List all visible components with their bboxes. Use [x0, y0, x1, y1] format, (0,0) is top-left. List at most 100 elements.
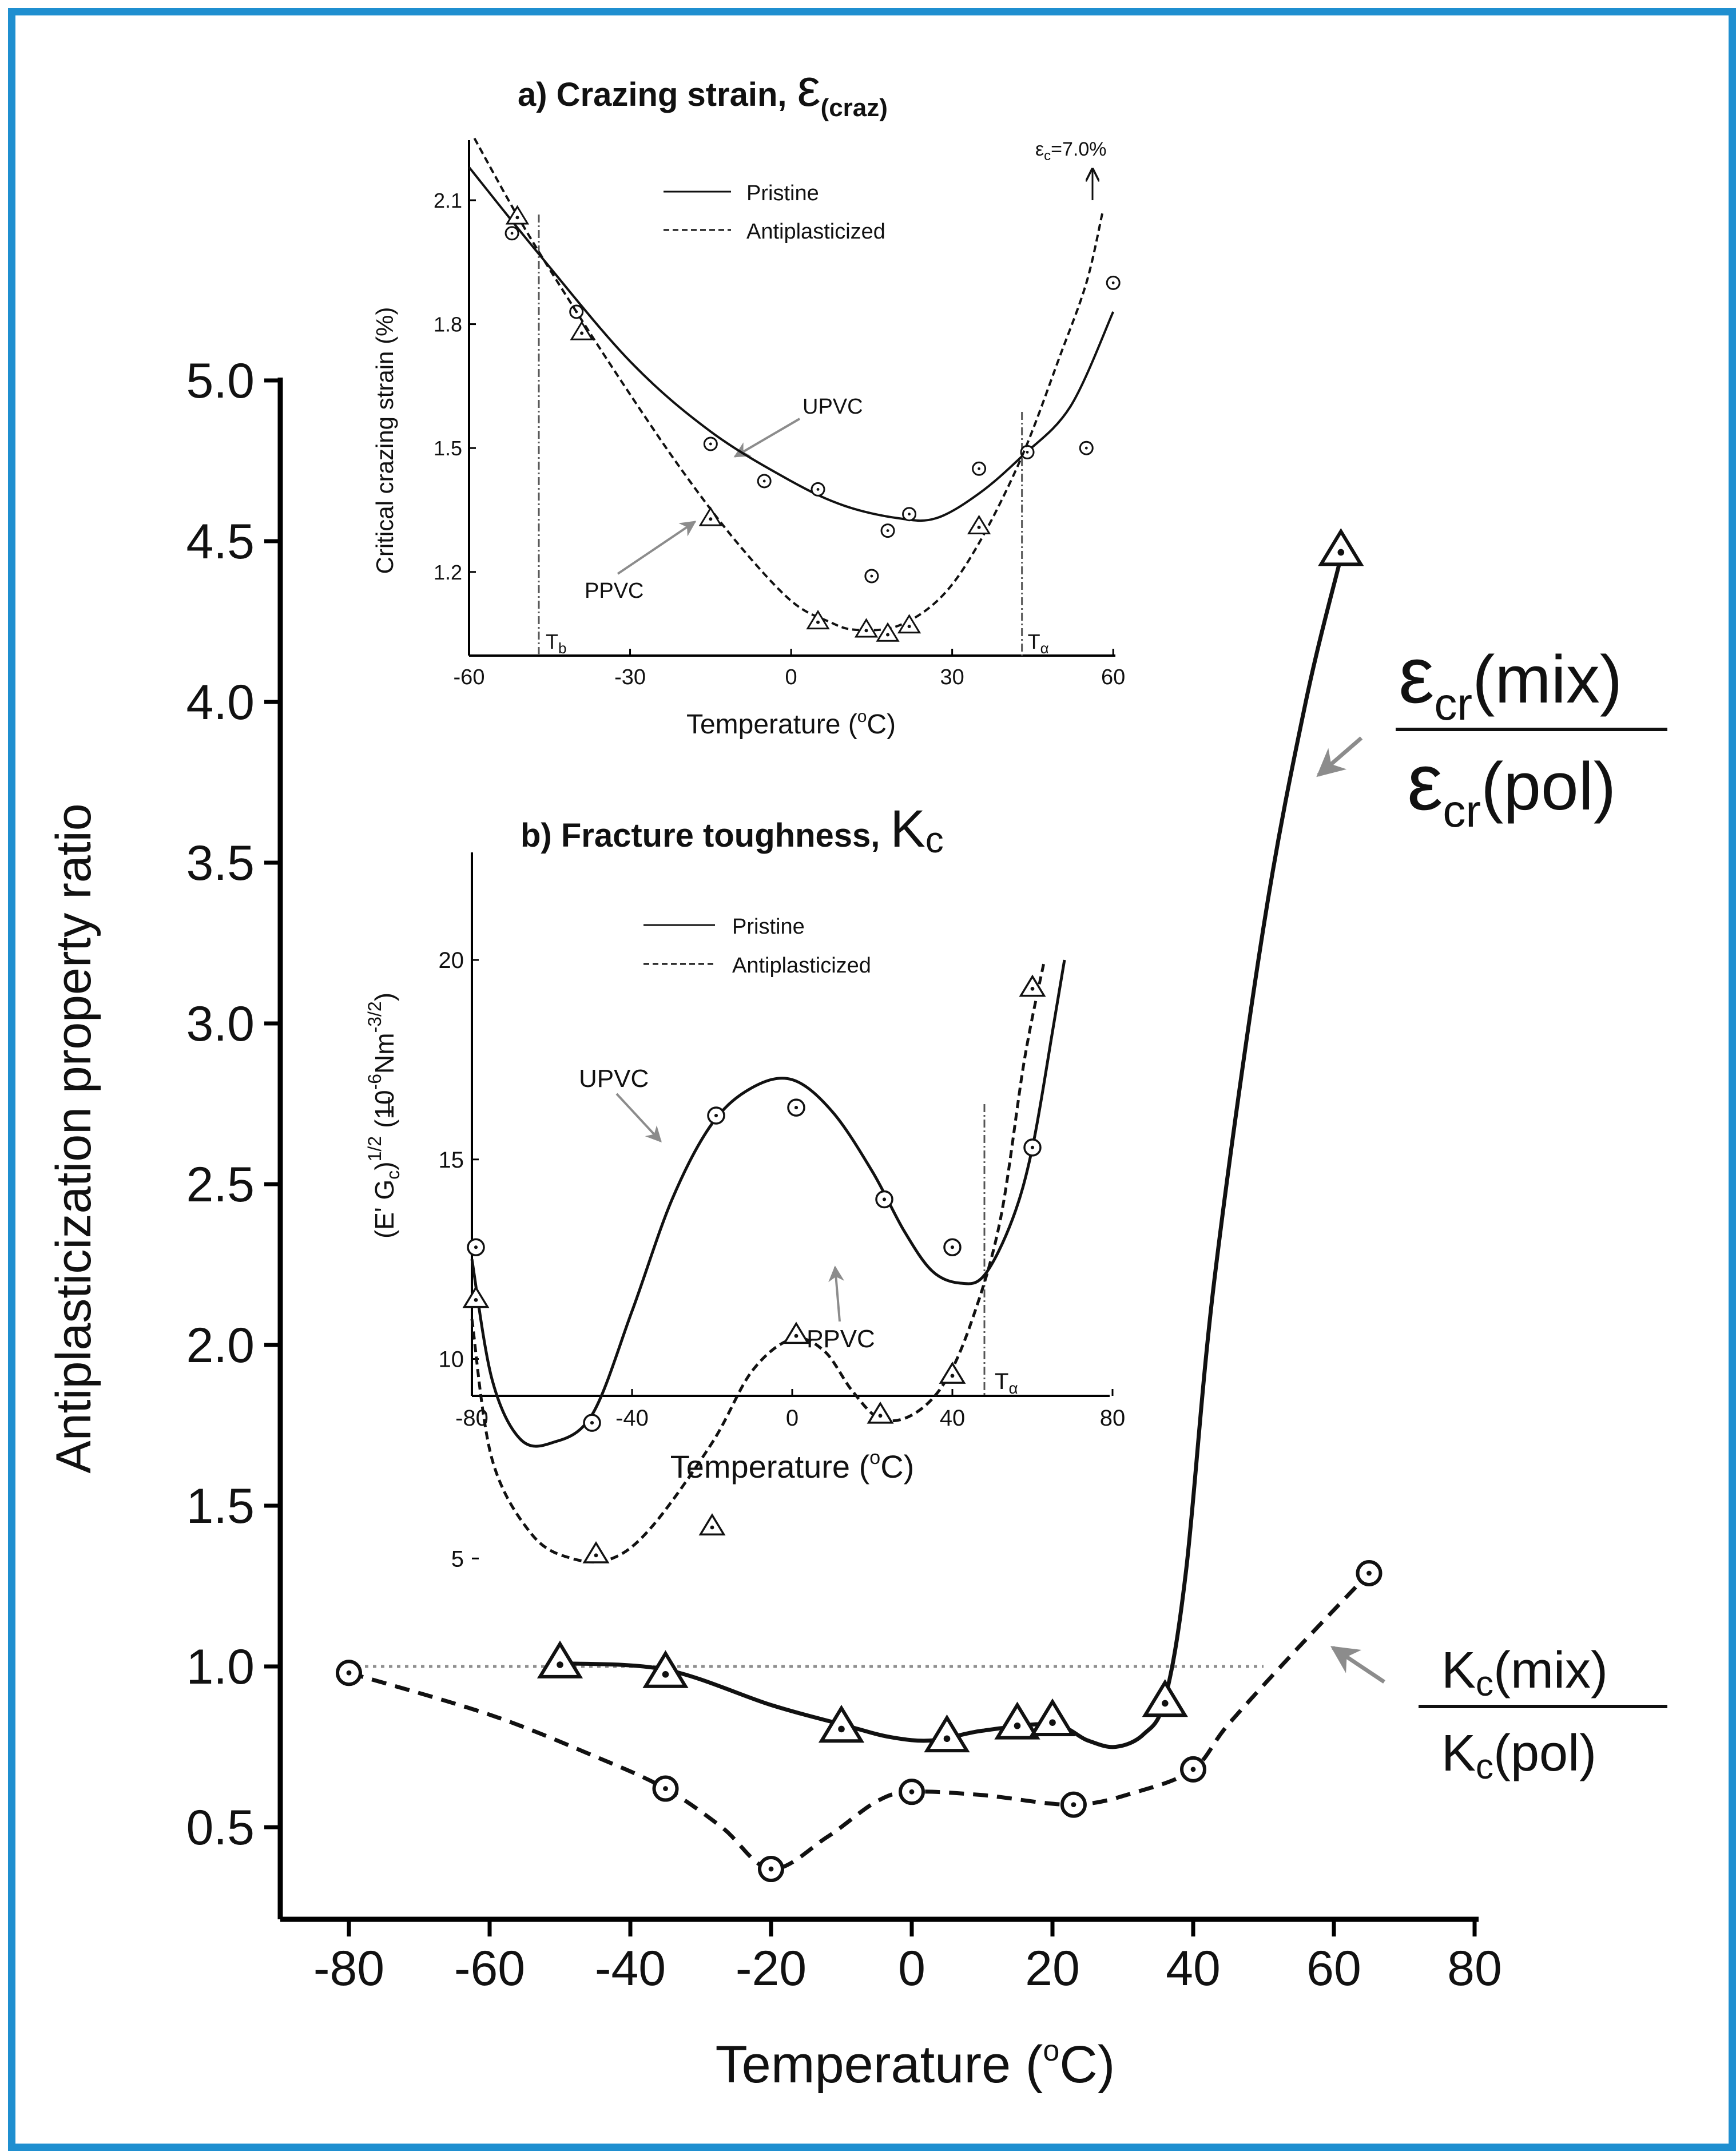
epsilon-label-arrow: [1316, 736, 1363, 777]
inset-a-legend-antiplasticized: Antiplasticized: [746, 220, 885, 244]
inset-a-title: a) Crazing strain, ε(craz): [518, 59, 888, 122]
inset-a-ta-label: Tα: [1028, 630, 1049, 657]
inset-b-x-tick-label: 0: [786, 1406, 799, 1431]
inset-a-upvc-point-dot: [870, 574, 873, 578]
main-epsilon-point-dot: [943, 1735, 951, 1743]
inset-b-ppvc-point-dot: [710, 1525, 714, 1530]
inset-a-y-tick-label: 1.8: [434, 313, 462, 336]
inset-a-ppvc-point-dot: [709, 517, 713, 521]
main-epsilon-point-dot: [1049, 1719, 1056, 1726]
main-x-tick-label: -60: [454, 1941, 525, 1996]
inset-b-ppvc-point-dot: [950, 1374, 955, 1378]
main-epsilon-point: [924, 1714, 970, 1753]
kc-ratio-label: Kc(mix) Kc(pol): [1419, 1642, 1667, 1787]
main-epsilon-point: [994, 1701, 1040, 1740]
inset-a-ppvc-point-dot: [886, 633, 890, 637]
main-epsilon-point: [818, 1705, 865, 1743]
main-epsilon-point-dot: [1162, 1700, 1169, 1707]
main-x-tick-label: 60: [1306, 1941, 1361, 1996]
inset-a-legend: Pristine Antiplasticized: [664, 181, 885, 244]
main-y-axis-label: Antiplasticization property ratio: [46, 803, 101, 1473]
main-epsilon-point-dot: [1014, 1722, 1021, 1729]
inset-a-series-line-upvc: [468, 166, 1115, 522]
main-epsilon-point-dot: [662, 1671, 669, 1678]
inset-a-tb-label: Tb: [546, 630, 566, 657]
inset-b-ppvc-point-dot: [794, 1334, 799, 1338]
inset-b-upvc-point-dot: [590, 1421, 594, 1425]
svg-text:εcr(mix): εcr(mix): [1399, 630, 1622, 729]
inset-b-legend-antiplasticized: Antiplasticized: [732, 954, 871, 978]
main-y-tick-label: 2.5: [186, 1157, 255, 1212]
inset-b-x-tick-label: -40: [615, 1406, 649, 1431]
inset-a-ppvc-point: [806, 609, 830, 630]
main-x-tick-label: -40: [595, 1941, 666, 1996]
epsilon-ratio-label: εcr(mix) εcr(pol): [1396, 630, 1667, 836]
inset-b-upvc-point-dot: [474, 1245, 478, 1249]
inset-b-y-tick-label: 20: [439, 948, 464, 973]
main-series-line-kc: [348, 1571, 1371, 1871]
inset-b-ppvc-point: [698, 1513, 726, 1535]
main-epsilon-point-dot: [1337, 549, 1345, 556]
inset-a-ppvc-arrow: [617, 521, 697, 575]
inset-a-upvc-point-dot: [510, 232, 514, 235]
inset-b-y-tick-label: 5: [451, 1546, 464, 1571]
inset-a-upvc-point-dot: [908, 513, 911, 516]
main-y-tick-label: 1.0: [186, 1640, 255, 1694]
inset-b-upvc-arrow: [615, 1093, 662, 1143]
inset-a-x-axis-label: Temperature (oC): [686, 707, 896, 740]
main-y-tick-label: 4.5: [186, 514, 255, 569]
inset-a-ppvc-point-dot: [864, 629, 868, 633]
main-epsilon-point-dot: [557, 1661, 563, 1668]
inset-a-ppvc-point: [854, 618, 879, 638]
figure-frame: [8, 8, 1736, 2151]
inset-a-ppvc-point: [570, 320, 594, 340]
main-epsilon-point: [642, 1650, 689, 1688]
inset-a-ppvc-point: [967, 514, 991, 535]
inset-a-chart: a) Crazing strain, ε(craz) Critical crazi…: [371, 59, 1125, 740]
main-epsilon-point: [1142, 1679, 1188, 1717]
inset-b-ppvc-label: PPVC: [807, 1325, 875, 1353]
main-x-tick-label: -20: [736, 1941, 807, 1996]
inset-a-ppvc-point-dot: [907, 625, 911, 629]
inset-b-upvc-point-dot: [882, 1197, 887, 1201]
inset-b-ta-label: Tα: [995, 1369, 1018, 1397]
svg-text:εcr(pol): εcr(pol): [1407, 737, 1616, 836]
inset-b-ppvc-point-dot: [878, 1414, 883, 1418]
main-y-tick-label: 3.5: [186, 836, 255, 891]
main-chart: Antiplasticization property ratio Temper…: [46, 354, 1667, 2094]
main-kc-point-dot: [1366, 1570, 1372, 1576]
inset-a-upvc-point-dot: [816, 487, 820, 491]
inset-a-x-tick-label: 0: [785, 665, 797, 689]
inset-a-y-axis-label: Critical crazing strain (%): [371, 307, 398, 574]
inset-a-ppvc-point: [897, 614, 921, 634]
inset-b-series-line-upvc: [470, 959, 1066, 1448]
inset-a-upvc-point-dot: [1026, 451, 1029, 454]
inset-a-y-tick-label: 1.2: [434, 561, 462, 584]
inset-a-ppvc-point-dot: [977, 525, 981, 529]
inset-a-y-tick-label: 1.5: [434, 436, 462, 460]
main-x-tick-label: 0: [898, 1941, 925, 1996]
svg-text:Kc(mix): Kc(mix): [1441, 1642, 1608, 1704]
inset-b-ppvc-point: [582, 1541, 610, 1563]
inset-b-legend-pristine: Pristine: [732, 915, 805, 939]
inset-a-upvc-label: UPVC: [803, 395, 863, 419]
inset-b-upvc-point-dot: [794, 1105, 799, 1110]
inset-a-upvc-point-dot: [1111, 281, 1115, 284]
inset-a-x-tick-label: -30: [614, 665, 646, 689]
inset-a-ppvc-point-dot: [816, 620, 820, 624]
main-kc-point-dot: [346, 1670, 352, 1676]
main-y-tick-label: 3.0: [186, 997, 255, 1051]
inset-a-upvc-point-dot: [762, 479, 766, 483]
inset-a-upvc-point-dot: [886, 529, 889, 533]
inset-a-upvc-point-dot: [1084, 446, 1088, 450]
inset-a-ec-note: εc=7.0%: [1035, 138, 1107, 164]
main-x-axis-label: Temperature (oC): [716, 2034, 1115, 2094]
inset-b-y-tick-label: 10: [439, 1347, 464, 1372]
inset-b-ppvc-point-dot: [594, 1553, 598, 1558]
inset-b-x-tick-label: 80: [1100, 1406, 1126, 1431]
main-y-tick-label: 1.5: [186, 1479, 255, 1534]
inset-a-x-tick-label: 30: [940, 665, 964, 689]
inset-b-chart: b) Fracture toughness, Kc (E' Gc)1/2(10-6…: [364, 800, 1125, 1571]
inset-a-series-line-ppvc: [473, 137, 1104, 632]
